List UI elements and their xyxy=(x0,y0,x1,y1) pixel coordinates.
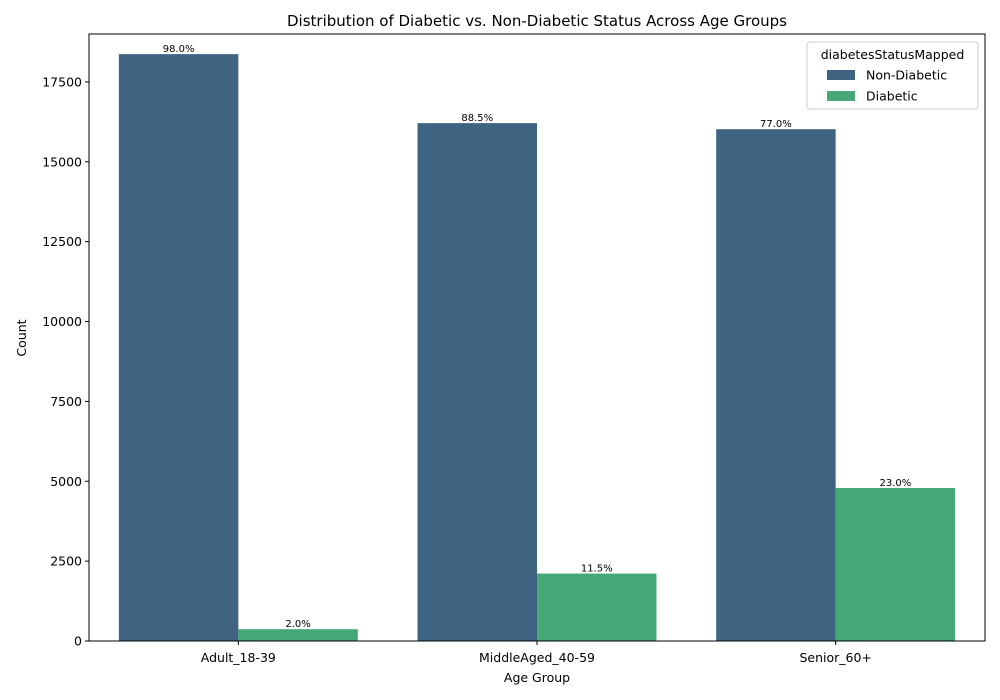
x-tick-label: MiddleAged_40-59 xyxy=(479,650,595,665)
bar-data-label: 98.0% xyxy=(163,44,195,55)
y-tick-label: 2500 xyxy=(50,554,82,569)
bar-data-label: 23.0% xyxy=(880,478,912,489)
bar-data-label: 77.0% xyxy=(760,119,792,130)
legend-swatch xyxy=(827,70,855,80)
plot-area: 98.0% 88.5% 77.0% 2.0% 11.5% 23.0% 0 2500 5000 75… xyxy=(42,33,986,665)
x-tick-label: Adult_18-39 xyxy=(201,650,276,665)
legend-title: diabetesStatusMapped xyxy=(821,47,965,62)
y-axis-label: Count xyxy=(14,319,29,356)
bar-data-label: 88.5% xyxy=(461,113,493,124)
legend-swatch xyxy=(827,91,855,101)
bar-data-label: 2.0% xyxy=(285,619,310,630)
bar-non-diabetic-2 xyxy=(716,129,836,641)
bar-diabetic-2 xyxy=(835,487,956,641)
y-tick-label: 10000 xyxy=(42,314,82,329)
chart-title: Distribution of Diabetic vs. Non-Diabeti… xyxy=(287,12,787,30)
y-tick-label: 17500 xyxy=(42,74,82,89)
x-tick-label: Senior_60+ xyxy=(799,650,871,665)
y-tick-label: 0 xyxy=(74,634,82,649)
y-tick-label: 5000 xyxy=(50,474,82,489)
legend: diabetesStatusMapped Non-Diabetic Diabetic xyxy=(806,41,979,110)
bar-non-diabetic-0 xyxy=(118,54,239,642)
y-tick-label: 7500 xyxy=(50,394,82,409)
bar-data-label: 11.5% xyxy=(581,564,613,575)
y-tick-label: 12500 xyxy=(42,234,82,249)
bar-diabetic-0 xyxy=(238,629,358,641)
y-tick-label: 15000 xyxy=(42,154,82,169)
legend-label: Diabetic xyxy=(866,89,918,104)
bar-non-diabetic-1 xyxy=(417,123,537,641)
bar-diabetic-1 xyxy=(537,573,657,641)
x-axis-label: Age Group xyxy=(504,670,570,685)
legend-label: Non-Diabetic xyxy=(866,68,947,83)
